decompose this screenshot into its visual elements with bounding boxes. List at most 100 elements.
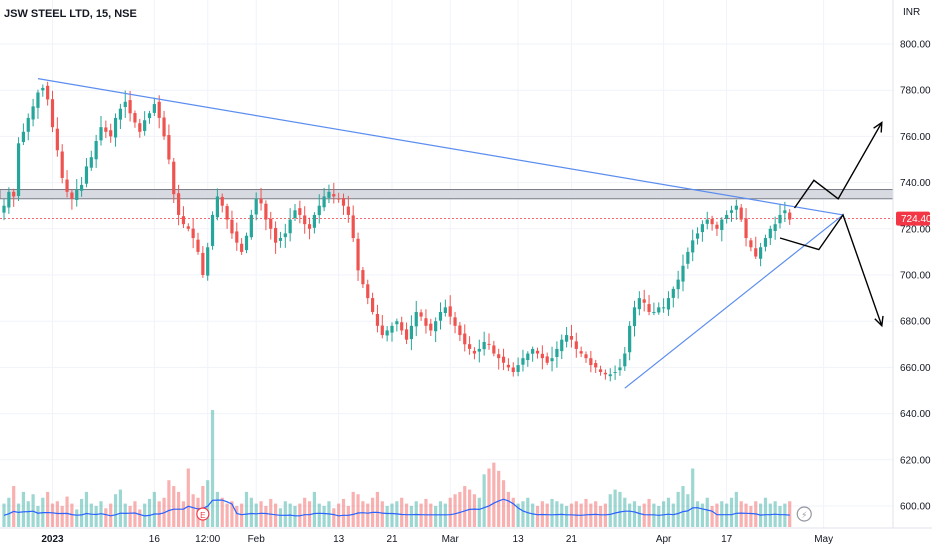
volume-bar bbox=[613, 489, 617, 527]
candle-body bbox=[46, 85, 50, 100]
candle-body bbox=[327, 191, 331, 198]
candle-body bbox=[210, 214, 215, 246]
candle-body bbox=[371, 298, 375, 312]
candle-body bbox=[21, 131, 25, 143]
x-tick-label: 21 bbox=[386, 534, 398, 545]
candle-body bbox=[594, 363, 598, 368]
candle-body bbox=[744, 218, 748, 239]
candle-body bbox=[438, 311, 443, 321]
volume-bar bbox=[482, 474, 486, 527]
volume-bar bbox=[691, 468, 695, 527]
y-tick-label: 740.00 bbox=[900, 178, 931, 189]
projection-bearish-path[interactable] bbox=[779, 213, 883, 327]
candle-body bbox=[477, 348, 481, 352]
candle-body bbox=[172, 161, 176, 195]
y-tick-label: 780.00 bbox=[900, 86, 931, 97]
trendlines[interactable] bbox=[37, 78, 844, 389]
candle-body bbox=[652, 311, 656, 313]
candle-body bbox=[763, 238, 768, 247]
candle-body bbox=[249, 214, 253, 238]
volume-bar bbox=[589, 503, 593, 527]
candle-body bbox=[186, 226, 190, 229]
volume-bar bbox=[565, 505, 569, 527]
volume-bar bbox=[608, 494, 612, 527]
dividend-marker[interactable]: ⚡ bbox=[796, 506, 812, 522]
candle-body bbox=[50, 99, 55, 128]
candle-body bbox=[579, 351, 583, 354]
candle-body bbox=[695, 233, 700, 239]
volume-bar bbox=[147, 498, 152, 527]
candle-body bbox=[240, 243, 244, 252]
x-tick-label: Mar bbox=[442, 534, 460, 545]
candle-body bbox=[734, 205, 738, 210]
candle-body bbox=[293, 210, 297, 219]
volume-bar bbox=[181, 501, 186, 527]
candle-body bbox=[569, 335, 574, 340]
resistance-zone bbox=[0, 189, 894, 200]
projection-bullish-path[interactable] bbox=[793, 122, 883, 209]
volume-bar bbox=[138, 509, 142, 527]
candle-body bbox=[749, 240, 753, 248]
volume-bar bbox=[628, 503, 632, 527]
candle-body bbox=[788, 212, 792, 220]
volume-bar bbox=[322, 505, 326, 527]
candle-body bbox=[152, 104, 156, 113]
volume-bar bbox=[351, 491, 355, 527]
candle-body bbox=[31, 106, 35, 120]
x-tick-label: 2023 bbox=[41, 534, 64, 545]
volume-bar bbox=[361, 501, 365, 527]
candle-body bbox=[65, 179, 69, 192]
volume-ma-line bbox=[3, 498, 790, 517]
candle-body bbox=[312, 214, 316, 228]
candle-body bbox=[84, 166, 89, 184]
volume-bar bbox=[744, 503, 748, 527]
volume-bar bbox=[113, 494, 118, 527]
volume-bar bbox=[332, 508, 336, 527]
projection-arrowhead bbox=[874, 315, 884, 328]
candle-body bbox=[206, 247, 210, 276]
candle-body bbox=[264, 203, 268, 220]
trendline-ascending-support[interactable] bbox=[624, 214, 844, 389]
candle-body bbox=[254, 198, 258, 215]
resistance-zone-box[interactable] bbox=[0, 189, 894, 200]
earnings-marker[interactable]: E bbox=[196, 507, 210, 521]
candle-body bbox=[666, 298, 671, 310]
candle-body bbox=[278, 238, 283, 241]
candle-body bbox=[632, 307, 637, 327]
last-price-tag: 724.40 bbox=[896, 211, 932, 226]
candle-body bbox=[754, 248, 758, 257]
candle-body bbox=[429, 323, 433, 331]
x-tick-label: 13 bbox=[333, 534, 345, 545]
y-tick-label: 800.00 bbox=[900, 40, 931, 51]
volume-bar bbox=[535, 505, 540, 527]
candle-body bbox=[492, 345, 496, 354]
volume-bar bbox=[521, 501, 525, 527]
candle-body bbox=[322, 196, 326, 208]
candle-body bbox=[589, 358, 593, 366]
volume-bar bbox=[26, 501, 30, 527]
volume-bar bbox=[584, 498, 588, 527]
volume-bar bbox=[240, 503, 244, 527]
trendline-descending-resistance[interactable] bbox=[37, 78, 844, 216]
volume-bars bbox=[2, 410, 792, 527]
volume-bar bbox=[501, 480, 506, 527]
candle-body bbox=[375, 313, 380, 326]
projection-arrows[interactable] bbox=[779, 121, 884, 328]
candle-body bbox=[269, 218, 273, 229]
candle-body bbox=[681, 265, 685, 282]
volume-bar bbox=[104, 508, 108, 527]
candle-body bbox=[16, 143, 21, 197]
candle-body bbox=[215, 196, 219, 218]
candle-body bbox=[361, 270, 365, 285]
candle-body bbox=[560, 339, 564, 352]
candle-body bbox=[540, 353, 544, 359]
volume-bar bbox=[681, 486, 685, 527]
volume-bar bbox=[637, 505, 641, 527]
candle-body bbox=[409, 325, 413, 340]
candle-body bbox=[783, 210, 787, 214]
volume-bar bbox=[705, 497, 709, 527]
candle-body bbox=[128, 100, 132, 114]
candle-body bbox=[147, 113, 152, 119]
volume-bar bbox=[492, 462, 496, 527]
